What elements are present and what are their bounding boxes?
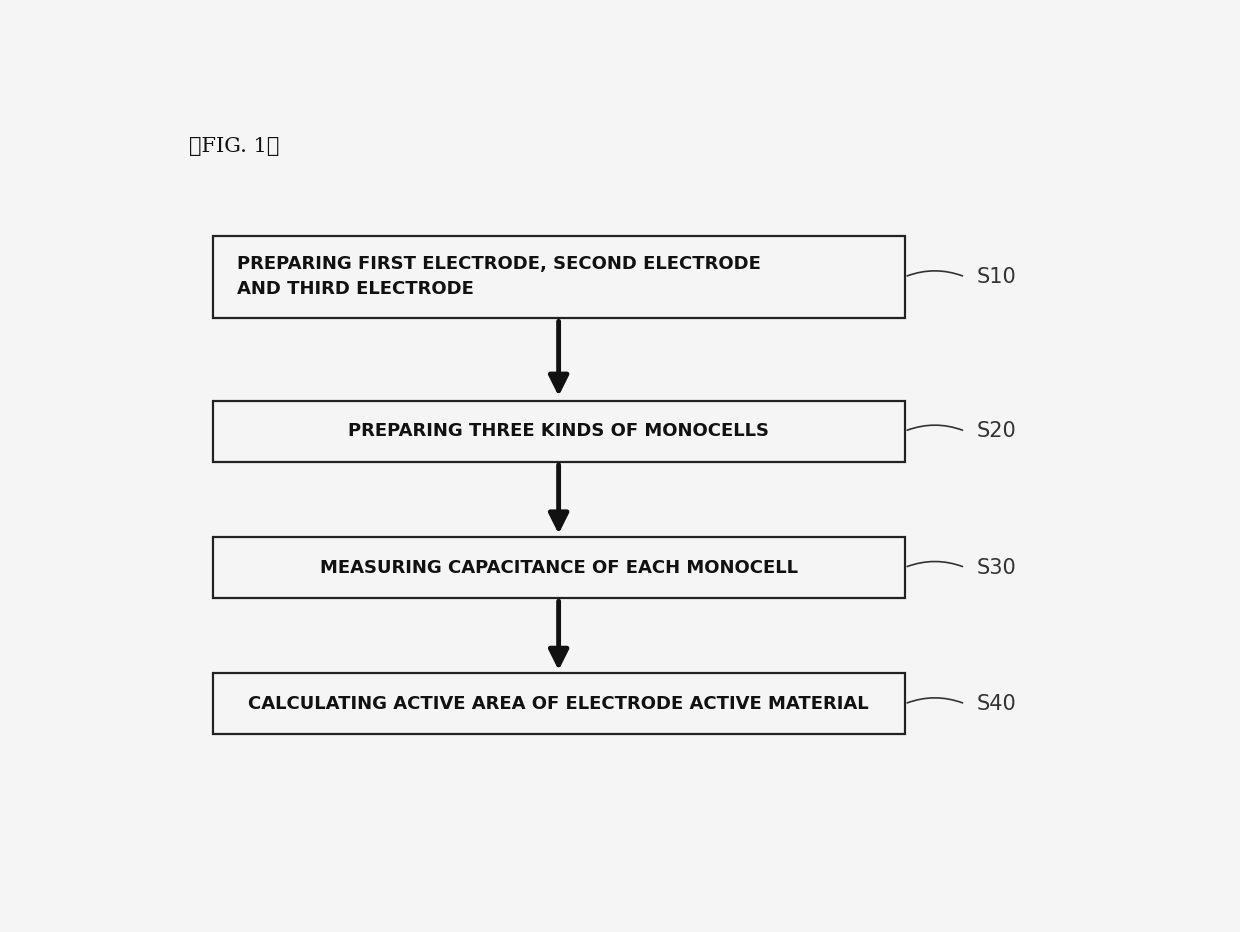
Text: PREPARING THREE KINDS OF MONOCELLS: PREPARING THREE KINDS OF MONOCELLS [348, 422, 769, 440]
Text: 』FIG. 1』: 』FIG. 1』 [188, 137, 279, 156]
Text: S40: S40 [977, 694, 1017, 714]
Text: S10: S10 [977, 267, 1017, 287]
Text: PREPARING FIRST ELECTRODE, SECOND ELECTRODE
AND THIRD ELECTRODE: PREPARING FIRST ELECTRODE, SECOND ELECTR… [237, 255, 760, 298]
Bar [213, 236, 904, 318]
Bar [213, 401, 904, 461]
Bar [213, 537, 904, 598]
Text: S20: S20 [977, 421, 1017, 441]
Text: CALCULATING ACTIVE AREA OF ELECTRODE ACTIVE MATERIAL: CALCULATING ACTIVE AREA OF ELECTRODE ACT… [248, 695, 869, 713]
Bar [213, 674, 904, 734]
Text: S30: S30 [977, 557, 1017, 578]
Text: MEASURING CAPACITANCE OF EACH MONOCELL: MEASURING CAPACITANCE OF EACH MONOCELL [320, 558, 797, 577]
